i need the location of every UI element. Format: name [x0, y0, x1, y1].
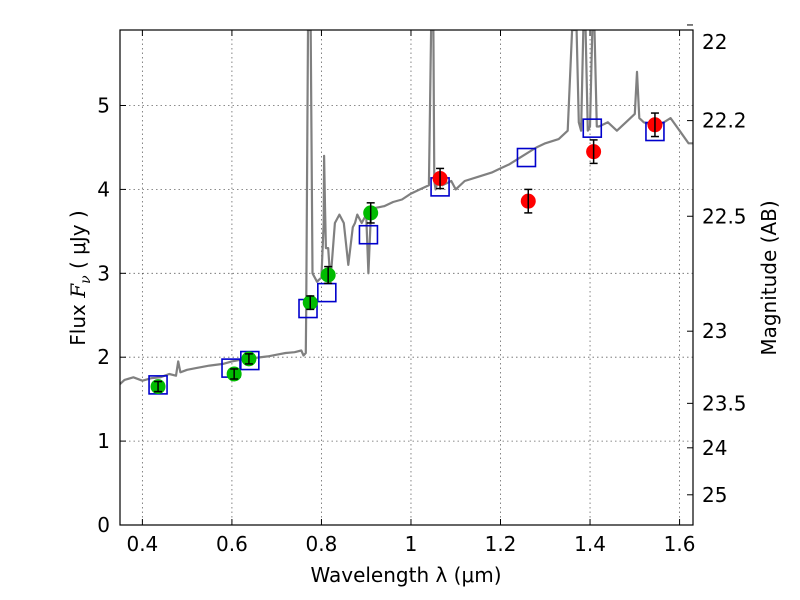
- x-tick-label: 1.2: [485, 532, 517, 556]
- y-tick-label: 5: [97, 94, 110, 118]
- x-tick-label: 1.6: [664, 532, 696, 556]
- error-bars: [154, 112, 659, 393]
- y2-tick-label: 22.2: [702, 109, 747, 133]
- y-axis-label: Flux Fν ( μJy ): [66, 210, 94, 345]
- x-tick-label: 0.8: [306, 532, 338, 556]
- model-box: [516, 147, 537, 168]
- x-axis-label: Wavelength λ (μm): [310, 563, 501, 587]
- y-tick-label: 2: [97, 345, 110, 369]
- y2-tick-label: 23: [702, 319, 727, 343]
- x-tick-label: 1: [405, 532, 418, 556]
- model-box: [358, 224, 379, 245]
- model-box: [582, 118, 603, 138]
- y2-tick-label: 22.5: [702, 204, 747, 228]
- axis-ticks: 0.4 0.6 0.8 1 1.2 1.4 1.60123452222.222.52323.…: [97, 24, 747, 556]
- y2-tick-label: 23.5: [702, 391, 747, 415]
- plot-frame: [119, 29, 694, 526]
- x-tick-label: 1.4: [574, 532, 606, 556]
- y2-tick-label: 25: [702, 483, 727, 507]
- y2-tick-label: 22: [702, 30, 727, 54]
- y2-tick-label: 24: [702, 436, 727, 460]
- y-tick-label: 0: [97, 513, 110, 537]
- grid: [120, 30, 693, 525]
- y-tick-label: 3: [97, 261, 110, 285]
- x-tick-label: 0.6: [216, 532, 248, 556]
- y2-axis-label: Magnitude (AB): [757, 200, 781, 355]
- y-tick-label: 1: [97, 429, 110, 453]
- x-tick-label: 0.4: [126, 532, 158, 556]
- y-tick-label: 4: [97, 177, 110, 201]
